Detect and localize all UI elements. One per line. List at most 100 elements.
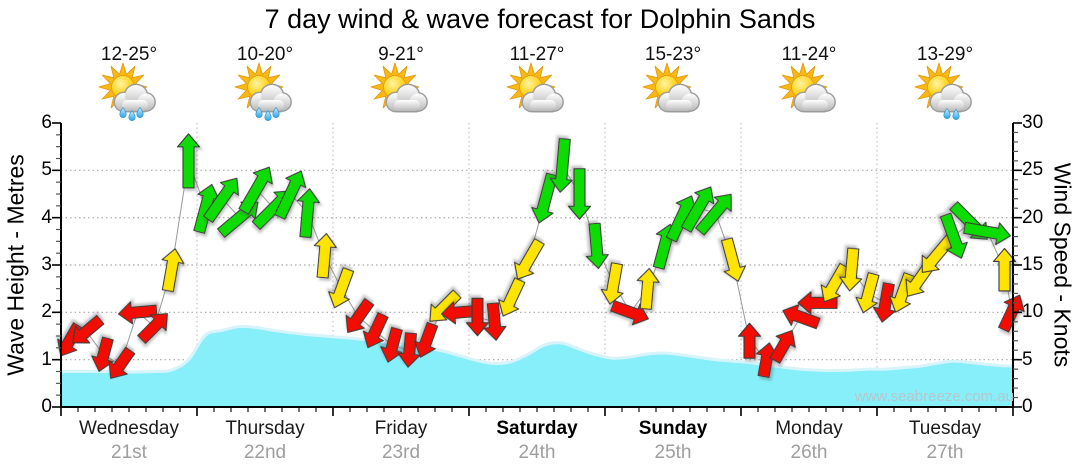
temperature-range-label: 10-20° bbox=[236, 44, 294, 65]
weather-icon-sun-cloud bbox=[506, 62, 564, 113]
day-name-label: Wednesday bbox=[79, 418, 179, 439]
rain-drop bbox=[952, 108, 960, 120]
rain-drop bbox=[119, 106, 127, 118]
cloud-body bbox=[122, 100, 148, 111]
axes bbox=[52, 122, 1022, 416]
weather-icon-sun-cloud-rain bbox=[98, 62, 156, 121]
wind-axis-tick-label: 5 bbox=[1022, 348, 1033, 370]
rain-drop bbox=[128, 109, 136, 121]
wave-axis-tick-label: 2 bbox=[41, 301, 52, 323]
wind-arrow-low bbox=[610, 300, 649, 326]
wind-arrow-mid bbox=[820, 262, 851, 303]
wind-axis-tick-label: 25 bbox=[1022, 159, 1044, 181]
day-name-label: Monday bbox=[775, 418, 843, 439]
wind-arrow-high bbox=[296, 188, 320, 239]
wind-arrow-low bbox=[998, 294, 1025, 333]
cloud-icon bbox=[521, 83, 564, 113]
temperature-range-label: 12-25° bbox=[100, 44, 158, 65]
wind-arrow-high bbox=[695, 193, 732, 236]
wind-arrow-low bbox=[380, 326, 403, 363]
temperature-range-label: 9-21° bbox=[378, 44, 424, 65]
cloud-body bbox=[258, 100, 284, 111]
rain-drop bbox=[264, 109, 272, 121]
wind-arrow-high bbox=[963, 221, 1011, 246]
wind-arrow-low bbox=[465, 297, 490, 337]
day-date-label: 27th bbox=[926, 442, 964, 463]
cloud-icon bbox=[793, 83, 836, 113]
wind-arrow-low bbox=[137, 313, 168, 344]
wind-arrow-low bbox=[91, 336, 114, 372]
rain-drop-icon bbox=[264, 109, 272, 121]
cloud-icon bbox=[113, 83, 156, 113]
wind-arrow-low bbox=[414, 321, 439, 358]
temperature-range-label: 15-23° bbox=[644, 44, 702, 65]
cloud-icon bbox=[657, 83, 700, 113]
wind-arrow-low bbox=[769, 329, 796, 364]
wind-arrow-mid bbox=[498, 277, 526, 317]
day-date-label: 22nd bbox=[243, 442, 287, 463]
wind-arrow-mid bbox=[600, 262, 624, 305]
day-name-label: Saturday bbox=[496, 418, 578, 439]
wind-arrows bbox=[57, 133, 1025, 379]
wind-axis-tick-label: 15 bbox=[1022, 254, 1044, 275]
rain-drop-icon bbox=[952, 108, 960, 120]
weather-icon-sun-cloud bbox=[370, 62, 428, 113]
weather-icon-sun-cloud-rain bbox=[234, 62, 292, 121]
wind-arrow-low bbox=[72, 314, 105, 344]
wind-arrow-mid bbox=[313, 233, 337, 279]
wind-arrow-low bbox=[872, 282, 896, 323]
wind-arrow-low bbox=[737, 322, 762, 359]
wave-height-area bbox=[59, 324, 1015, 407]
wave-area-fill bbox=[61, 326, 1013, 407]
weather-icon-sun-cloud-drizzle bbox=[914, 62, 972, 120]
wave-axis-tick-label: 1 bbox=[41, 348, 52, 370]
rain-drop-icon bbox=[272, 106, 280, 118]
wind-arrow-mid bbox=[161, 248, 185, 293]
wind-arrow-low bbox=[118, 301, 158, 325]
wind-arrow-low bbox=[362, 312, 389, 349]
wave-axis-tick-label: 4 bbox=[41, 206, 52, 228]
watermark: www.seabreeze.com.au bbox=[854, 388, 1014, 405]
wind-arrow-low bbox=[483, 302, 507, 341]
wind-arrow-high bbox=[238, 166, 273, 215]
wind-arrow-high bbox=[549, 137, 573, 193]
temperature-range-label: 11-24° bbox=[781, 44, 837, 65]
wind-arrow-mid bbox=[429, 289, 462, 322]
cloud-body bbox=[530, 100, 556, 111]
rain-drop-icon bbox=[255, 106, 263, 118]
rain-drop bbox=[272, 106, 280, 118]
wave-axis-tick-label: 0 bbox=[41, 396, 52, 417]
wind-arrow-high bbox=[203, 177, 239, 223]
wind-arrow-high bbox=[567, 168, 592, 220]
day-name-label: Thursday bbox=[225, 418, 305, 439]
weather-icon-sun-cloud bbox=[642, 62, 700, 113]
day-date-label: 26th bbox=[790, 442, 828, 463]
rain-drop bbox=[136, 106, 144, 118]
wind-arrow-mid bbox=[636, 267, 660, 310]
wind-arrow-high bbox=[939, 212, 968, 259]
wind-arrow-high bbox=[585, 222, 609, 270]
day-name-label: Sunday bbox=[638, 418, 708, 439]
day-date-label: 21st bbox=[111, 442, 147, 463]
chart-title: 7 day wind & wave forecast for Dolphin S… bbox=[264, 4, 816, 34]
rain-drop-icon bbox=[943, 107, 951, 119]
rain-drop bbox=[255, 106, 263, 118]
wind-arrow-mid bbox=[328, 267, 355, 309]
temperature-range-label: 11-27° bbox=[509, 44, 565, 65]
temperature-range-label: 13-29° bbox=[916, 44, 974, 65]
wind-axis-tick-label: 10 bbox=[1022, 301, 1044, 323]
rain-drop-icon bbox=[136, 106, 144, 118]
cloud-icon bbox=[929, 83, 972, 113]
cloud-icon bbox=[249, 83, 292, 113]
wind-axis-tick-label: 20 bbox=[1022, 206, 1044, 228]
cloud-body bbox=[938, 100, 964, 111]
cloud-body bbox=[666, 100, 692, 111]
weather-icons bbox=[98, 62, 972, 121]
wind-arrow-mid bbox=[992, 247, 1017, 292]
day-name-label: Tuesday bbox=[908, 418, 982, 439]
wave-axis-tick-label: 6 bbox=[41, 112, 52, 133]
wave-axis-tick-label: 3 bbox=[41, 254, 52, 275]
wind-arrow-high bbox=[274, 170, 307, 220]
